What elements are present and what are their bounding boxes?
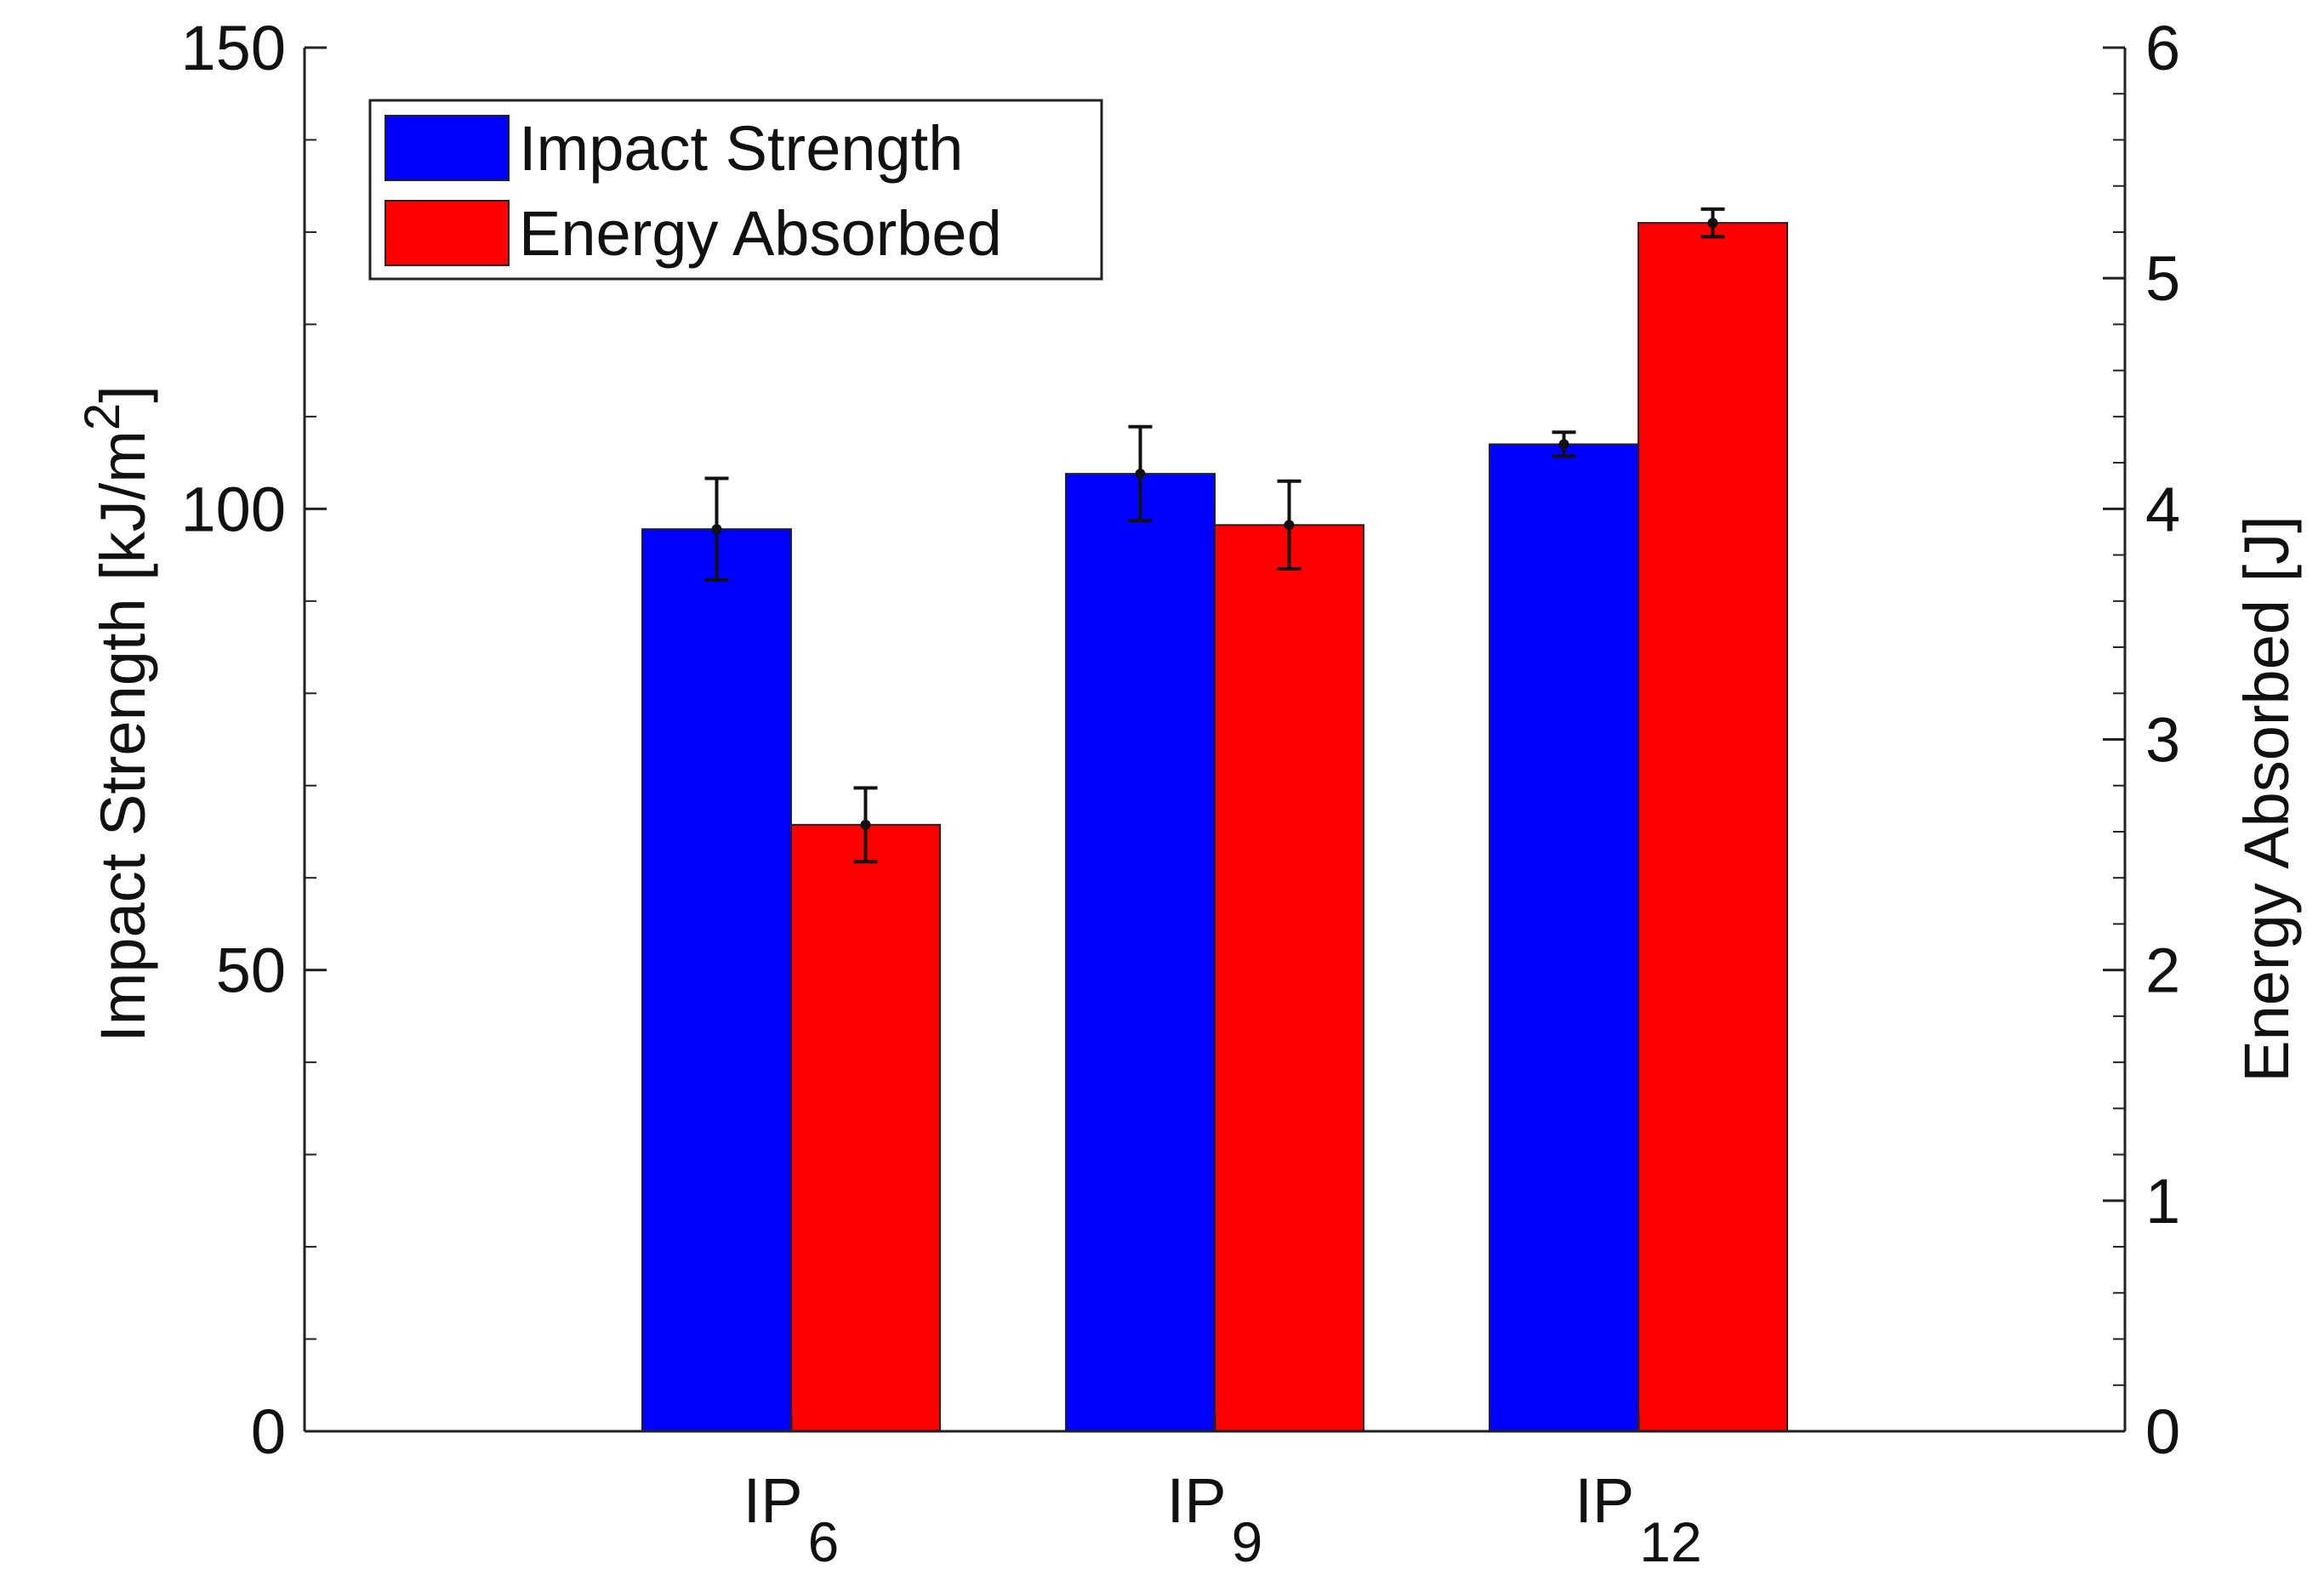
legend-swatch-energy-absorbed xyxy=(384,200,510,266)
error-bar-marker xyxy=(1707,218,1718,229)
left-tick-label: 0 xyxy=(251,1396,286,1467)
error-bar-energy-absorbed-ip12 xyxy=(1700,207,1725,239)
error-bar-impact-strength-ip9 xyxy=(1128,424,1153,523)
right-tick-label: 5 xyxy=(2145,243,2180,314)
bar-energy-absorbed-ip6 xyxy=(790,823,941,1432)
right-y-axis-title-bracket-close: ] xyxy=(2231,515,2302,533)
right-tick-label: 2 xyxy=(2145,935,2180,1006)
left-y-axis-title-bracket-open: [ xyxy=(88,563,158,598)
right-y-axis-title: Energy Absorbed [J] xyxy=(2231,515,2302,1082)
x-tick-label-subscript: 6 xyxy=(808,1510,840,1573)
error-bar-marker xyxy=(860,819,871,830)
bar-impact-strength-ip12 xyxy=(1489,443,1639,1433)
right-tick-label: 1 xyxy=(2145,1166,2180,1237)
error-bar-marker xyxy=(1284,520,1295,531)
bars-layer xyxy=(641,222,1788,1433)
x-tick-label-subscript: 9 xyxy=(1232,1510,1263,1573)
bar-energy-absorbed-ip9 xyxy=(1214,524,1364,1433)
left-y-axis-title-unit-superscript: 2 xyxy=(75,403,130,430)
left-y-axis-title-bracket-close: ] xyxy=(88,385,158,403)
error-bar-energy-absorbed-ip9 xyxy=(1277,479,1302,571)
right-y-axis-title-main: Energy Absorbed xyxy=(2231,600,2302,1083)
x-tick-label-base: IP xyxy=(1575,1465,1634,1536)
x-tick-label-ip6: IP6 xyxy=(743,1465,840,1573)
left-tick-label: 100 xyxy=(181,474,286,544)
error-bar-energy-absorbed-ip6 xyxy=(853,786,878,864)
legend: Impact Strength Energy Absorbed xyxy=(368,99,1103,281)
left-tick-label: 150 xyxy=(181,13,286,83)
bar-impact-strength-ip6 xyxy=(641,528,792,1432)
x-tick-label-base: IP xyxy=(1167,1465,1227,1536)
error-bar-impact-strength-ip12 xyxy=(1552,430,1576,458)
error-bar-marker xyxy=(711,524,722,535)
legend-label-energy-absorbed: Energy Absorbed xyxy=(519,198,1002,269)
right-y-axis-title-bracket-open: [ xyxy=(2231,565,2302,600)
ticks-layer: 0 50 100 150 0 1 2 3 4 5 6 xyxy=(181,13,2181,1467)
error-bars-layer xyxy=(704,207,1725,864)
error-bar-marker xyxy=(1558,439,1569,450)
legend-swatch-impact-strength xyxy=(384,115,510,181)
left-y-axis-title-main: Impact Strength xyxy=(88,598,158,1042)
left-y-axis-title: Impact Strength [kJ/m2] xyxy=(75,385,158,1043)
legend-label-impact-strength: Impact Strength xyxy=(519,113,963,184)
error-bar-impact-strength-ip6 xyxy=(704,476,729,582)
right-tick-label: 3 xyxy=(2145,705,2180,776)
left-tick-label: 50 xyxy=(216,935,286,1006)
right-tick-label: 0 xyxy=(2145,1396,2180,1467)
right-tick-label: 6 xyxy=(2145,13,2180,83)
x-tick-label-base: IP xyxy=(743,1465,803,1536)
x-tick-label-ip9: IP9 xyxy=(1167,1465,1263,1573)
x-tick-label-ip12: IP12 xyxy=(1575,1465,1701,1573)
left-y-axis-title-unit: kJ/m xyxy=(88,430,158,563)
bar-energy-absorbed-ip12 xyxy=(1638,222,1788,1432)
x-tick-label-subscript: 12 xyxy=(1639,1510,1701,1573)
right-tick-label: 4 xyxy=(2145,474,2180,544)
error-bar-marker xyxy=(1135,469,1146,480)
right-y-axis-title-unit: J xyxy=(2231,533,2302,565)
bar-impact-strength-ip9 xyxy=(1065,473,1216,1433)
